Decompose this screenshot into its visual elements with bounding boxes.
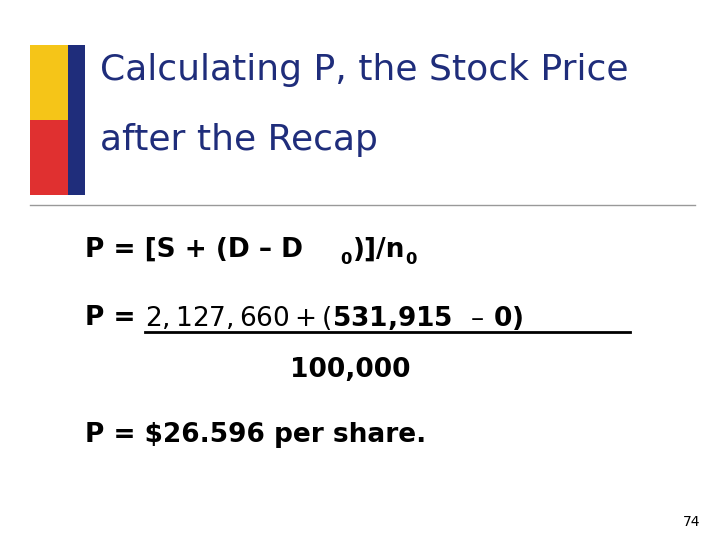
Text: $2,127,660 + ($531,915  – 0): $2,127,660 + ($531,915 – 0) xyxy=(145,304,523,332)
Text: Calculating P, the Stock Price: Calculating P, the Stock Price xyxy=(100,53,629,87)
Text: P =: P = xyxy=(85,305,145,331)
Bar xyxy=(30,45,80,120)
Bar xyxy=(68,45,85,195)
Text: )]/n: )]/n xyxy=(353,237,405,263)
Text: 0: 0 xyxy=(340,252,351,267)
Text: 0: 0 xyxy=(405,252,416,267)
Text: P = $26.596 per share.: P = $26.596 per share. xyxy=(85,422,426,448)
Text: P = [S + (D – D: P = [S + (D – D xyxy=(85,237,303,263)
Text: after the Recap: after the Recap xyxy=(100,123,378,157)
Bar xyxy=(30,120,72,195)
Text: 100,000: 100,000 xyxy=(289,357,410,383)
Text: 74: 74 xyxy=(683,515,700,529)
